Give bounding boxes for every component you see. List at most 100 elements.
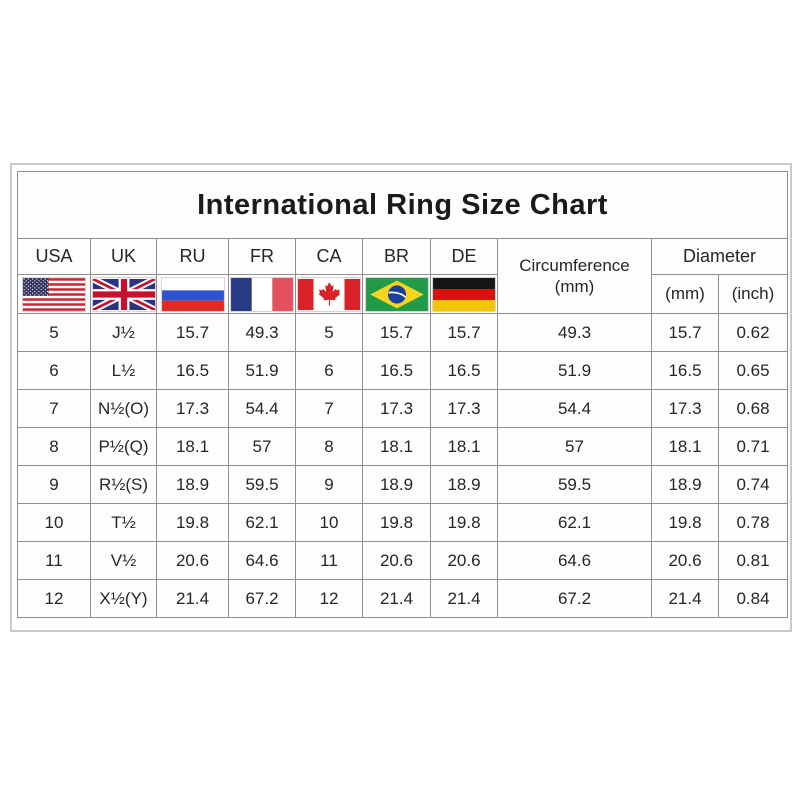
table-cell: 51.9 bbox=[497, 351, 652, 390]
table-cell: 59.5 bbox=[497, 465, 652, 504]
germany-flag-icon bbox=[433, 277, 495, 311]
table-cell: 12 bbox=[17, 579, 91, 618]
table-cell: 7 bbox=[17, 389, 91, 428]
table-cell: 10 bbox=[295, 503, 363, 542]
table-cell: 0.68 bbox=[718, 389, 788, 428]
table-row: 11 V½ 20.6 64.6 11 20.6 20.6 64.6 20.6 0.81 bbox=[17, 541, 788, 580]
table-cell: 0.84 bbox=[718, 579, 788, 618]
table-cell: 15.7 bbox=[156, 313, 229, 352]
canada-flag-icon bbox=[298, 278, 360, 311]
usa-flag-icon bbox=[23, 277, 85, 311]
table-cell: 18.1 bbox=[430, 427, 498, 466]
table-cell: 57 bbox=[497, 427, 652, 466]
diameter-unit-inch: (inch) bbox=[718, 274, 788, 314]
table-cell: 20.6 bbox=[362, 541, 431, 580]
table-cell: 17.3 bbox=[430, 389, 498, 428]
table-row: 7 N½(O) 17.3 54.4 7 17.3 17.3 54.4 17.3 0.68 bbox=[17, 389, 788, 428]
column-header-diameter: Diameter bbox=[651, 238, 788, 275]
flag-header-row: (mm) (inch) bbox=[17, 274, 788, 314]
table-cell: L½ bbox=[90, 351, 157, 390]
page-title: International Ring Size Chart bbox=[17, 171, 788, 239]
table-title-row: International Ring Size Chart bbox=[17, 171, 788, 239]
table-cell: 49.3 bbox=[228, 313, 296, 352]
table-cell: R½(S) bbox=[90, 465, 157, 504]
table-cell: 16.5 bbox=[156, 351, 229, 390]
table-cell: 16.5 bbox=[362, 351, 431, 390]
table-cell: 17.3 bbox=[651, 389, 719, 428]
table-row: 9 R½(S) 18.9 59.5 9 18.9 18.9 59.5 18.9 0.74 bbox=[17, 465, 788, 504]
table-cell: 21.4 bbox=[651, 579, 719, 618]
table-cell: 62.1 bbox=[228, 503, 296, 542]
table-cell: N½(O) bbox=[90, 389, 157, 428]
table-cell: 8 bbox=[17, 427, 91, 466]
brazil-flag-icon bbox=[365, 277, 428, 311]
table-cell: 0.62 bbox=[718, 313, 788, 352]
table-cell: 18.9 bbox=[156, 465, 229, 504]
table-cell: 0.78 bbox=[718, 503, 788, 542]
table-cell: 10 bbox=[17, 503, 91, 542]
table-cell: 11 bbox=[295, 541, 363, 580]
table-row: 8 P½(Q) 18.1 57 8 18.1 18.1 57 18.1 0.71 bbox=[17, 427, 788, 466]
flag-cell-usa bbox=[17, 274, 91, 314]
table-cell: 12 bbox=[295, 579, 363, 618]
table-row: 5 J½ 15.7 49.3 5 15.7 15.7 49.3 15.7 0.62 bbox=[17, 313, 788, 352]
table-cell: 15.7 bbox=[430, 313, 498, 352]
table-cell: 67.2 bbox=[228, 579, 296, 618]
ring-size-chart: International Ring Size Chart USA UK RU … bbox=[10, 163, 792, 632]
table-cell: 0.74 bbox=[718, 465, 788, 504]
table-cell: 17.3 bbox=[362, 389, 431, 428]
table-cell: 19.8 bbox=[651, 503, 719, 542]
table-cell: 57 bbox=[228, 427, 296, 466]
table-cell: 7 bbox=[295, 389, 363, 428]
flag-cell-russia bbox=[156, 274, 229, 314]
table-cell: 20.6 bbox=[651, 541, 719, 580]
table-cell: 17.3 bbox=[156, 389, 229, 428]
table-cell: X½(Y) bbox=[90, 579, 157, 618]
table-cell: 16.5 bbox=[430, 351, 498, 390]
table-cell: 19.8 bbox=[362, 503, 431, 542]
table-cell: 18.9 bbox=[430, 465, 498, 504]
table-cell: 0.71 bbox=[718, 427, 788, 466]
france-flag-icon bbox=[231, 277, 293, 311]
table-cell: 51.9 bbox=[228, 351, 296, 390]
table-row: 10 T½ 19.8 62.1 10 19.8 19.8 62.1 19.8 0.78 bbox=[17, 503, 788, 542]
country-code-header-row: USA UK RU FR CA BR DE Circumference (mm)… bbox=[17, 238, 788, 314]
ring-size-table: International Ring Size Chart USA UK RU … bbox=[17, 171, 788, 618]
table-cell: 49.3 bbox=[497, 313, 652, 352]
column-header-uk: UK bbox=[90, 238, 157, 275]
table-cell: J½ bbox=[90, 313, 157, 352]
table-cell: 9 bbox=[295, 465, 363, 504]
table-cell: 8 bbox=[295, 427, 363, 466]
column-header-circumference: Circumference (mm) bbox=[497, 238, 652, 314]
table-cell: 15.7 bbox=[362, 313, 431, 352]
table-cell: 20.6 bbox=[430, 541, 498, 580]
column-header-ru: RU bbox=[156, 238, 229, 275]
column-header-br: BR bbox=[362, 238, 431, 275]
column-header-de: DE bbox=[430, 238, 498, 275]
flag-cell-france bbox=[228, 274, 296, 314]
table-cell: 9 bbox=[17, 465, 91, 504]
column-header-usa: USA bbox=[17, 238, 91, 275]
table-cell: 62.1 bbox=[497, 503, 652, 542]
table-cell: 0.65 bbox=[718, 351, 788, 390]
table-cell: 6 bbox=[17, 351, 91, 390]
table-cell: P½(Q) bbox=[90, 427, 157, 466]
table-cell: 5 bbox=[17, 313, 91, 352]
table-cell: 20.6 bbox=[156, 541, 229, 580]
table-cell: 21.4 bbox=[362, 579, 431, 618]
table-cell: 18.9 bbox=[362, 465, 431, 504]
column-header-fr: FR bbox=[228, 238, 296, 275]
table-cell: 67.2 bbox=[497, 579, 652, 618]
table-row: 12 X½(Y) 21.4 67.2 12 21.4 21.4 67.2 21.4 0.84 bbox=[17, 579, 788, 618]
table-cell: 18.1 bbox=[362, 427, 431, 466]
table-cell: 19.8 bbox=[156, 503, 229, 542]
table-cell: 15.7 bbox=[651, 313, 719, 352]
diameter-unit-mm: (mm) bbox=[651, 274, 719, 314]
russia-flag-icon bbox=[161, 277, 224, 311]
table-cell: 54.4 bbox=[228, 389, 296, 428]
size-table-body: 5 J½ 15.7 49.3 5 15.7 15.7 49.3 15.7 0.62 6 L½ 16.5 5… bbox=[17, 313, 788, 618]
table-cell: V½ bbox=[90, 541, 157, 580]
circumference-unit: (mm) bbox=[554, 277, 595, 296]
table-cell: T½ bbox=[90, 503, 157, 542]
flag-cell-germany bbox=[430, 274, 498, 314]
